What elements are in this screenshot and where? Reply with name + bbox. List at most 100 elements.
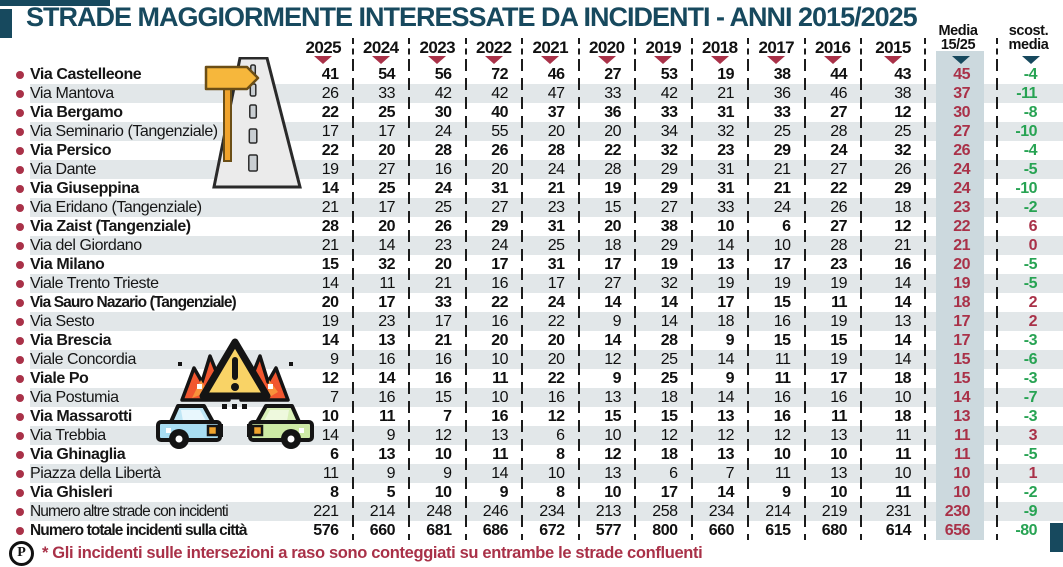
street-cell: Via Sauro Nazario (Tangenziale): [0, 293, 295, 312]
year-value: 27: [803, 103, 861, 122]
year-value: 8: [330, 484, 339, 501]
bullet-icon: [16, 336, 24, 345]
year-value: 28: [803, 122, 861, 141]
street-cell: Via Dante: [0, 160, 295, 179]
year-value: 27: [464, 198, 522, 217]
year-value: 10: [521, 464, 578, 483]
media-value: 37: [924, 84, 996, 103]
year-value: 10: [747, 236, 804, 255]
road-sign-icon: [204, 65, 260, 162]
table-row: Via Milano 15 32 20 17 31 17 19 13 17 23 16 20 -5: [0, 255, 1063, 274]
year-value: 23: [521, 198, 578, 217]
year-value: 27: [577, 274, 635, 293]
street-name: Via Mantova: [30, 85, 114, 102]
scost-value: 1: [996, 464, 1063, 483]
scost-value: 2: [996, 312, 1063, 331]
year-value: 13: [690, 407, 748, 426]
year-value: 14: [321, 275, 339, 292]
year-value: 19: [690, 65, 748, 84]
year-value: 25: [634, 350, 691, 369]
year-value: 9: [351, 426, 409, 445]
year-value: 11: [322, 465, 339, 482]
street-name: Via Sesto: [30, 313, 95, 330]
street-name: Viale Concordia: [30, 351, 136, 368]
year-value: 672: [521, 521, 578, 540]
year-value: 219: [803, 502, 861, 521]
year-label: 2022: [476, 38, 512, 57]
year-value: 56: [408, 65, 465, 84]
media-value: 26: [924, 141, 996, 160]
year-value: 11: [747, 369, 804, 388]
media-value: 17: [924, 312, 996, 331]
year-value: 21: [408, 274, 465, 293]
scost-value: -4: [996, 141, 1063, 160]
year-header: 2019: [634, 38, 691, 65]
year-value: 29: [464, 217, 522, 236]
year-value: 28: [521, 141, 578, 160]
triangle-down-icon: [484, 56, 503, 64]
table-row: Viale Concordia 9 16 16 10 20 12 25 14 11 19 14 15 -6: [0, 350, 1063, 369]
table-row: Via Bergamo 22 25 30 40 37 36 33 31 33 27 12 30 -8: [0, 103, 1063, 122]
year-value: 14: [690, 483, 748, 502]
media-value: 24: [924, 160, 996, 179]
year-value: 15: [634, 407, 691, 426]
scost-value: -80: [996, 521, 1063, 540]
bullet-icon: [16, 146, 24, 155]
triangle-down-icon: [654, 56, 673, 64]
scost-value: -11: [996, 84, 1063, 103]
street-cell: Via Ghisleri: [0, 483, 295, 502]
year-value: 27: [803, 217, 861, 236]
year-header: 2023: [408, 38, 465, 65]
triangle-down-icon: [428, 56, 447, 64]
year-value: 15: [803, 331, 861, 350]
street-name: Numero totale incidenti sulla città: [30, 522, 247, 539]
year-header: 2015: [860, 38, 924, 65]
year-value: 6: [747, 217, 804, 236]
street-name: Via Giuseppina: [30, 180, 139, 197]
year-value: 10: [408, 483, 465, 502]
street-cell: Via Persico: [0, 141, 295, 160]
street-cell: Via Seminario (Tangenziale): [0, 122, 295, 141]
year-value: 10: [747, 445, 804, 464]
year-label: 2021: [532, 38, 569, 57]
scost-value: -3: [996, 369, 1063, 388]
street-cell: Via Milano: [0, 255, 295, 274]
scost-value: -5: [996, 255, 1063, 274]
triangle-down-icon: [314, 56, 333, 64]
year-value: 14: [321, 180, 339, 197]
year-value: 15: [408, 388, 465, 407]
bullet-icon: [16, 374, 24, 383]
footnote: P * Gli incidenti sulle intersezioni a r…: [9, 540, 703, 566]
year-value: 16: [408, 160, 465, 179]
year-value: 13: [351, 331, 409, 350]
year-value: 34: [634, 122, 691, 141]
year-value: 33: [747, 103, 804, 122]
year-value: 25: [747, 122, 804, 141]
year-value: 10: [577, 426, 635, 445]
year-value: 28: [803, 236, 861, 255]
triangle-down-icon: [952, 56, 970, 64]
year-value: 32: [634, 141, 691, 160]
year-value: 16: [747, 312, 804, 331]
year-value: 16: [351, 350, 409, 369]
media-value: 21: [924, 236, 996, 255]
year-label: 2018: [702, 38, 738, 57]
scost-value: 3: [996, 426, 1063, 445]
street-cell: Via Brescia: [0, 331, 295, 350]
year-value: 16: [803, 388, 861, 407]
table-row: Via Massarotti 10 11 7 16 12 15 15 13 16 11 18 13 -3: [0, 407, 1063, 426]
year-value: 33: [577, 84, 635, 103]
media-value: 10: [924, 464, 996, 483]
table-row: Via Seminario (Tangenziale) 17 17 24 55 20 20 3…: [0, 122, 1063, 141]
media-value: 15: [924, 350, 996, 369]
street-name: Via Trebbia: [30, 427, 106, 444]
year-value: 23: [408, 236, 465, 255]
year-value: 20: [351, 217, 409, 236]
year-value: 11: [860, 445, 924, 464]
year-value: 11: [351, 407, 409, 426]
media-value: 14: [924, 388, 996, 407]
table-row: Viale Po 12 14 16 11 22 9 25 9 11 17 18 15 -3: [0, 369, 1063, 388]
year-value: 17: [747, 255, 804, 274]
year-value: 12: [321, 370, 339, 387]
media-value: 18: [924, 293, 996, 312]
